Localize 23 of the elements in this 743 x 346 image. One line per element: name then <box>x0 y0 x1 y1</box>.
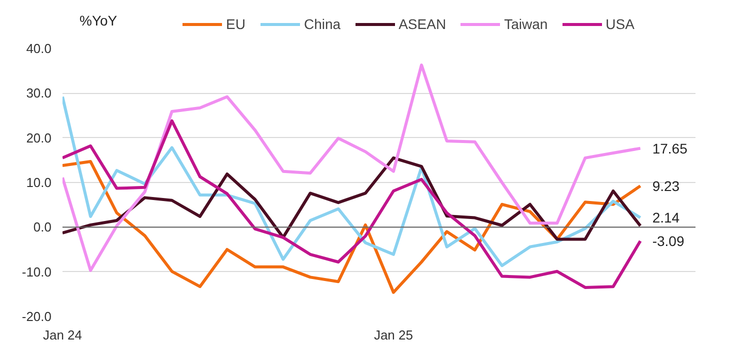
legend-label: EU <box>226 16 246 32</box>
y-tick-label: 30.0 <box>26 86 52 101</box>
y-tick-label: 10.0 <box>26 175 52 190</box>
x-tick-label: Jan 24 <box>42 328 82 342</box>
line-series <box>62 119 642 289</box>
y-tick-label: 0.0 <box>33 220 52 235</box>
data-label: 9.23 <box>652 178 680 194</box>
line-series <box>62 95 642 268</box>
x-tick-label: Jan 25 <box>374 328 413 342</box>
y-tick-label: 20.0 <box>26 130 52 146</box>
data-label: -3.09 <box>652 232 684 249</box>
data-label: 17.65 <box>652 140 688 156</box>
legend-label: USA <box>606 16 634 32</box>
line-series <box>62 64 642 272</box>
legend-label: China <box>304 16 341 32</box>
y-tick-label: -10.0 <box>22 264 52 280</box>
line-series <box>62 156 642 241</box>
data-label: 2.14 <box>652 210 680 226</box>
legend-label: Taiwan <box>504 16 548 32</box>
y-tick-label: 40.0 <box>26 41 52 56</box>
y-axis-title: %YoY <box>80 12 118 28</box>
y-tick-label: -20.0 <box>22 309 52 324</box>
legend-label: ASEAN <box>398 16 446 32</box>
